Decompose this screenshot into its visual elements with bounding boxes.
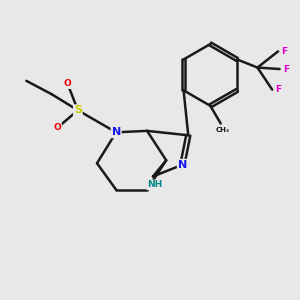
Text: N: N: [112, 127, 121, 137]
Text: N: N: [178, 160, 187, 170]
Text: CH₃: CH₃: [215, 127, 229, 133]
Text: O: O: [64, 79, 71, 88]
Text: F: F: [281, 47, 288, 56]
Text: O: O: [53, 123, 61, 132]
Text: NH: NH: [147, 180, 162, 189]
Text: F: F: [276, 85, 282, 94]
Text: F: F: [283, 64, 289, 74]
Text: S: S: [74, 105, 82, 115]
